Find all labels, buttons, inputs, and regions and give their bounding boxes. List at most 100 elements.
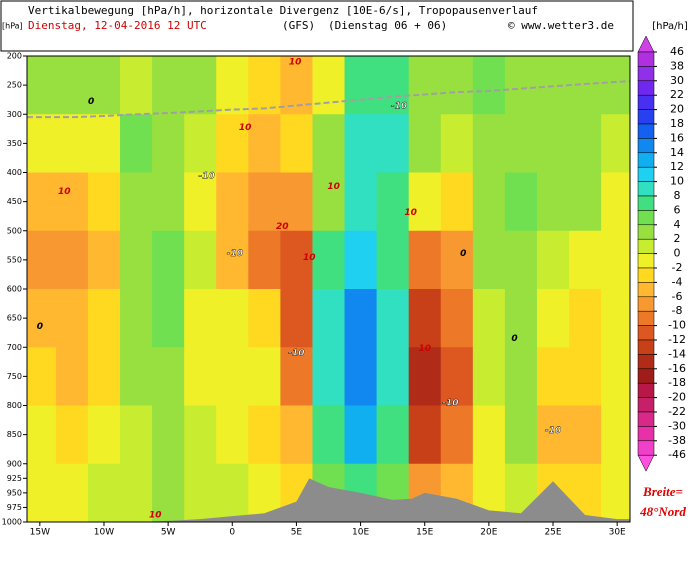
x-tick-label: 10E (352, 528, 369, 538)
colorbar-box (637, 94, 655, 110)
y-tick-label: 950 (7, 488, 22, 497)
field-cell (248, 347, 281, 406)
field-cell (280, 347, 313, 406)
colorbar-tick-label: -46 (668, 448, 686, 461)
colorbar-box (637, 195, 655, 211)
contour-label: 10 (289, 57, 302, 67)
field-cell (184, 114, 217, 173)
colorbar-tick-label: 4 (674, 218, 681, 231)
field-cell (248, 289, 281, 348)
field-cell (120, 405, 153, 465)
contour-label: -10 (442, 399, 458, 409)
x-tick-label: 20E (480, 528, 497, 538)
y-tick-label: 550 (7, 255, 22, 264)
field-cell (184, 405, 217, 465)
field-cell (120, 56, 153, 115)
chart-title: Vertikalbewegung [hPa/h], horizontale Di… (28, 4, 538, 17)
colorbar-box (637, 166, 655, 182)
field-cell (601, 56, 630, 115)
x-tick-label: 25E (544, 528, 561, 538)
field-cell (27, 56, 57, 115)
field-cell (152, 230, 185, 290)
field-cell (472, 114, 506, 173)
colorbar-tick-label: -4 (672, 275, 683, 288)
field-cell (569, 230, 602, 290)
field-cell (120, 172, 153, 232)
field-cell (569, 347, 602, 406)
field-cell (344, 289, 378, 348)
field-cell (152, 114, 185, 173)
field-cell (504, 347, 538, 406)
field-cell (248, 230, 281, 290)
contour-label: 0 (37, 322, 43, 332)
field-cell (504, 172, 538, 232)
field-cell (440, 56, 474, 115)
tropopause-line (27, 80, 630, 119)
field-cell (408, 289, 442, 348)
x-tick-label: 30E (609, 528, 626, 538)
colorbar-box (637, 339, 655, 355)
field-cell (27, 463, 57, 522)
field-cell (536, 172, 570, 232)
field-cell (440, 114, 474, 173)
y-tick-label: 350 (7, 139, 22, 148)
field-cell (344, 56, 378, 115)
field-cell (216, 289, 249, 348)
colorbar-box (637, 238, 655, 254)
field-cell (569, 405, 602, 465)
colorbar-tick-label: 8 (674, 189, 681, 202)
field-cell (376, 405, 410, 465)
field-cell (472, 347, 506, 406)
field-cell (536, 230, 570, 290)
field-cell (248, 114, 281, 173)
field-cell (120, 230, 153, 290)
field-cell (120, 347, 153, 406)
plot-area: 10 10 10 10 10 20 10 10 10 -10 -10 -10 -10 -10 -10 0 0 0 0 (27, 56, 630, 522)
field-cell (27, 405, 57, 465)
field-cell (27, 114, 57, 173)
field-cell (601, 230, 630, 290)
latitude-label: Breite= (642, 484, 683, 499)
field-cell (312, 114, 346, 173)
colorbar-box (637, 138, 655, 154)
y-tick-label: 500 (7, 226, 22, 235)
field-cell (344, 405, 378, 465)
colorbar-tick-label: 18 (670, 117, 684, 130)
colorbar-box (637, 382, 655, 398)
field-cell (87, 463, 121, 522)
colorbar-tick-label: -14 (668, 347, 686, 360)
colorbar-tick-label: -18 (668, 376, 686, 389)
colorbar-tick-label: 16 (670, 131, 684, 144)
contour-label: 10 (418, 344, 431, 354)
field-cell (216, 463, 249, 522)
colorbar-box (637, 123, 655, 139)
contour-label: -10 (545, 426, 561, 436)
field-cell (344, 114, 378, 173)
colorbar-box (637, 325, 655, 341)
x-tick-label: 5E (291, 528, 303, 538)
field-cell (87, 114, 121, 173)
colorbar-tick-label: -6 (672, 290, 683, 303)
colorbar-box (637, 310, 655, 326)
field-cell (184, 347, 217, 406)
source: © www.wetter3.de (508, 19, 614, 32)
field-cell (216, 114, 249, 173)
x-tick-label: 0 (229, 528, 235, 538)
y-axis-label: [hPa] (2, 22, 23, 31)
colorbar-tick-label: 12 (670, 160, 684, 173)
y-tick-label: 975 (7, 503, 22, 512)
field-cell (344, 347, 378, 406)
y-tick-label: 300 (7, 110, 22, 119)
colorbar-tick-label: 22 (670, 88, 684, 101)
colorbar-tick-label: -30 (668, 419, 686, 432)
field-cell (280, 114, 313, 173)
field-cell (376, 172, 410, 232)
x-tick-label: 10W (94, 528, 114, 538)
y-tick-label: 925 (7, 474, 22, 483)
field-cell (376, 56, 410, 115)
field-cell (184, 289, 217, 348)
terrain (27, 478, 630, 522)
x-tick-label: 15W (30, 528, 50, 538)
field-cell (344, 230, 378, 290)
x-tick-label: 5W (161, 528, 176, 538)
